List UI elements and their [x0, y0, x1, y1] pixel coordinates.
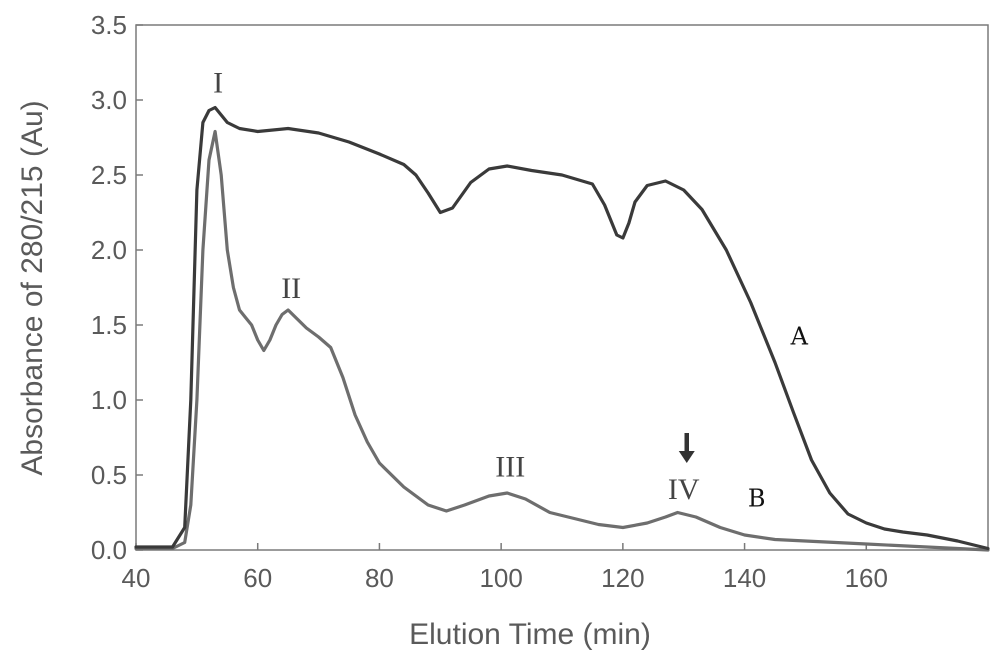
y-tick-label: 1.0 [91, 385, 127, 415]
curve-label: A [790, 323, 809, 351]
x-tick-label: 100 [479, 563, 522, 593]
series-line-A [134, 105, 990, 551]
y-tick-label: 2.0 [91, 235, 127, 265]
peak-label: IV [668, 473, 700, 506]
x-tick-label: 160 [845, 563, 888, 593]
y-tick-label: 3.5 [91, 10, 127, 40]
x-axis-ticks: 40 60 80 100 120 140 160 [122, 543, 888, 593]
series-line-B [134, 129, 990, 552]
curve-label: B [748, 485, 766, 513]
peak-label: II [281, 272, 301, 305]
y-tick-label: 1.5 [91, 310, 127, 340]
y-axis-ticks: 0.0 0.5 1.0 1.5 2.0 2.5 3.0 3.5 [91, 10, 143, 565]
x-tick-label: 80 [365, 563, 394, 593]
x-axis-title: Elution Time (min) [409, 618, 651, 651]
x-tick-label: 120 [601, 563, 644, 593]
plot-frame [135, 24, 989, 551]
x-tick-label: 140 [723, 563, 766, 593]
x-tick-label: 60 [243, 563, 272, 593]
peak-label: III [495, 451, 525, 484]
y-tick-label: 0.5 [91, 460, 127, 490]
x-tick-label: 40 [122, 563, 151, 593]
y-axis-title: Absorbance of 280/215 (Au) [16, 100, 49, 475]
down-arrow-icon [678, 433, 695, 463]
y-tick-label: 0.0 [91, 535, 127, 565]
series-layer [134, 105, 990, 552]
y-tick-label: 2.5 [91, 160, 127, 190]
y-tick-label: 3.0 [91, 85, 127, 115]
peak-label: I [213, 67, 223, 100]
